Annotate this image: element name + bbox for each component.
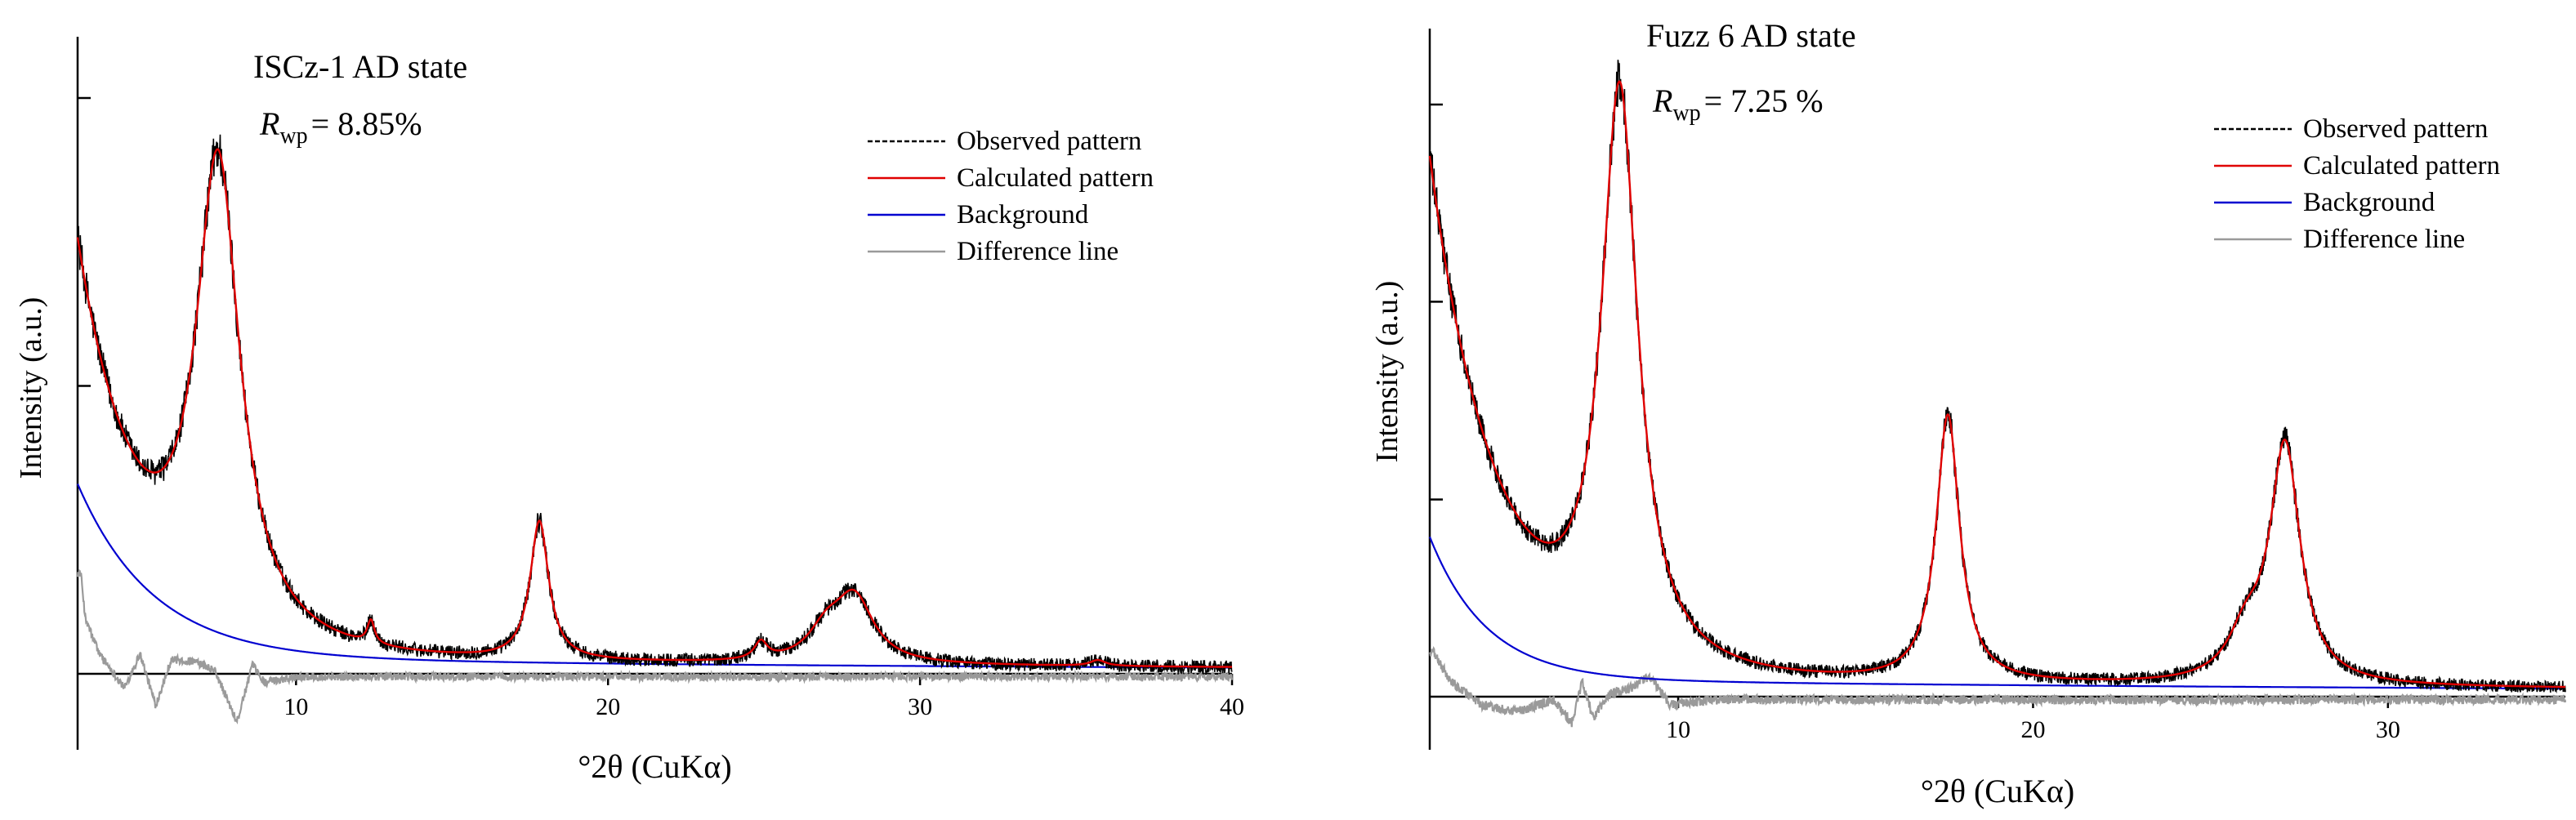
- legend-label: Difference line: [2303, 225, 2465, 254]
- chart-title: ISCz-1 AD state: [253, 48, 467, 85]
- x-tick-label: 40: [1220, 693, 1244, 720]
- legend-label: Background: [957, 200, 1089, 230]
- legend-label: Difference line: [957, 237, 1118, 266]
- rwp-annotation: Rwp = 8.85%: [259, 105, 422, 149]
- x-axis-label: °2θ (CuKα): [1921, 773, 2074, 809]
- x-tick-label: 30: [908, 693, 932, 720]
- rwp-annotation: Rwp = 7.25 %: [1652, 82, 1824, 126]
- x-tick-label: 10: [283, 693, 308, 720]
- legend-label: Calculated pattern: [2303, 151, 2500, 180]
- x-tick-label: 20: [2020, 716, 2045, 743]
- background-series: [1428, 536, 2565, 690]
- background-series: [76, 483, 1232, 669]
- chart-panel-1: 10 20 30 40 ISCz-1 AD state Rwp = 8.85% Observe…: [14, 37, 1244, 785]
- y-axis-label: Intensity (a.u.): [14, 297, 48, 479]
- legend-label: Background: [2303, 188, 2435, 217]
- x-tick-label: 30: [2376, 716, 2400, 743]
- observed-pattern-series: [77, 134, 1233, 675]
- y-axis-label: Intensity (a.u.): [1370, 281, 1404, 463]
- chart-title: Fuzz 6 AD state: [1646, 17, 1856, 54]
- difference-line-series: [1428, 645, 2567, 728]
- difference-line-series: [76, 568, 1234, 725]
- chart-panel-2: 10 20 30 Fuzz 6 AD state Rwp = 7.25 % Observed…: [1370, 17, 2567, 809]
- calculated-pattern-series: [76, 148, 1232, 668]
- x-tick-label: 10: [1666, 716, 1690, 743]
- x-axis-label: °2θ (CuKα): [578, 748, 731, 785]
- legend-label: Observed pattern: [2303, 114, 2488, 144]
- calculated-pattern-series: [1428, 80, 2565, 689]
- legend-label: Observed pattern: [957, 127, 1141, 156]
- x-tick-label: 20: [596, 693, 620, 720]
- legend-label: Calculated pattern: [957, 163, 1154, 193]
